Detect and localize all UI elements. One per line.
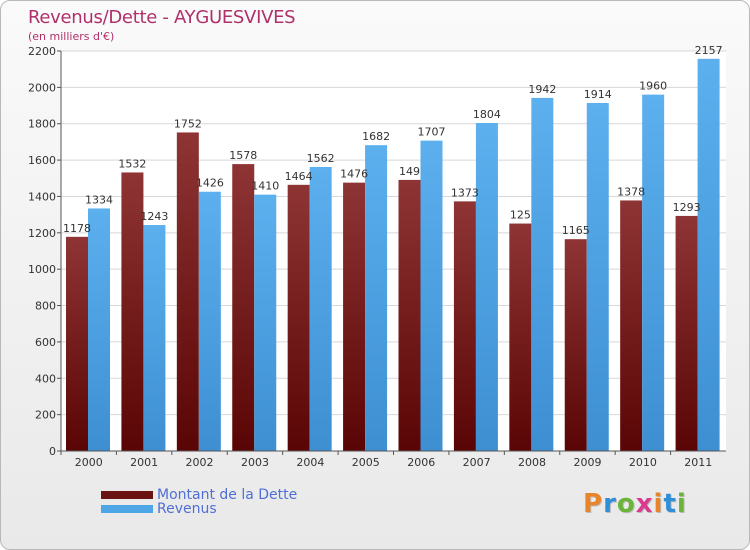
x-tick-label: 2000 <box>75 456 103 469</box>
y-tick-label: 0 <box>49 445 56 458</box>
bar-revenue <box>365 145 388 451</box>
bar-debt <box>287 184 310 451</box>
data-label-revenue: 1942 <box>528 83 556 96</box>
x-tick-label: 2003 <box>241 456 269 469</box>
bar-revenue <box>420 140 443 452</box>
x-tick-label: 2011 <box>684 456 712 469</box>
data-label-debt: 1752 <box>174 117 202 130</box>
data-label-debt: 1532 <box>118 157 146 170</box>
bar-revenue <box>642 94 665 452</box>
bar-debt <box>343 182 366 452</box>
bar-revenue <box>198 191 221 451</box>
bar-revenue <box>586 103 609 451</box>
y-tick-label: 1800 <box>28 118 56 131</box>
legend-item-debt: Montant de la Dette <box>101 487 297 503</box>
legend-label-revenue: Revenus <box>157 501 217 517</box>
y-tick-label: 1600 <box>28 154 56 167</box>
data-label-revenue: 1562 <box>307 152 335 165</box>
x-tick-label: 2006 <box>407 456 435 469</box>
y-tick-label: 600 <box>35 336 56 349</box>
bar-revenue <box>88 208 110 451</box>
data-label-revenue: 1334 <box>85 193 113 206</box>
chart-subtitle: (en milliers d'€) <box>28 30 115 43</box>
y-tick-label: 1200 <box>28 227 56 240</box>
bar-debt <box>121 172 144 452</box>
x-tick-label: 2007 <box>463 456 491 469</box>
bar-revenue <box>697 58 720 452</box>
bar-revenue <box>475 123 498 451</box>
data-label-debt: 1293 <box>673 201 701 214</box>
bars <box>66 58 720 452</box>
x-tick-label: 2001 <box>130 456 158 469</box>
data-label-revenue: 1410 <box>251 180 279 193</box>
bar-debt <box>675 215 698 451</box>
y-tick-label: 200 <box>35 409 56 422</box>
data-label-revenue: 1914 <box>584 88 612 101</box>
legend-item-revenue: Revenus <box>101 501 217 517</box>
data-label-debt: 1476 <box>340 168 368 181</box>
data-label-debt: 125 <box>510 209 531 222</box>
x-tick-label: 2009 <box>573 456 601 469</box>
x-tick-label: 2008 <box>518 456 546 469</box>
legend-label-debt: Montant de la Dette <box>157 487 298 503</box>
bar-revenue <box>143 225 166 451</box>
bar-debt <box>176 132 199 452</box>
legend-swatch-debt <box>101 491 153 499</box>
bar-debt <box>66 236 88 451</box>
data-label-debt: 149 <box>399 165 420 178</box>
y-tick-label: 2200 <box>28 45 56 58</box>
data-label-debt: 1378 <box>617 185 645 198</box>
bar-revenue <box>254 194 277 452</box>
data-labels: 1178 1334 1532 1243 1752 1426 1578 1410 1464 1562… <box>63 44 723 237</box>
axes: 0 200 400 600 800 1000 1200 1400 1600 1800 2000 220… <box>28 45 726 469</box>
data-label-debt: 1464 <box>285 170 313 183</box>
chart-title: Revenus/Dette - AYGUESVIVES <box>28 7 296 28</box>
x-tick-label: 2010 <box>629 456 657 469</box>
bar-debt <box>620 200 643 451</box>
x-tick-label: 2004 <box>296 456 324 469</box>
bar-debt <box>564 239 587 451</box>
bar-debt <box>398 179 421 451</box>
data-label-revenue: 1960 <box>639 80 667 93</box>
data-label-debt: 1178 <box>63 222 91 235</box>
data-label-revenue: 1426 <box>196 177 224 190</box>
data-label-revenue: 1707 <box>418 126 446 139</box>
legend-swatch-revenue <box>101 505 153 513</box>
bar-debt <box>509 223 532 451</box>
data-label-debt: 1165 <box>562 224 590 237</box>
y-tick-label: 1000 <box>28 263 56 276</box>
y-tick-label: 1400 <box>28 190 56 203</box>
bar-revenue <box>309 167 332 451</box>
x-tick-label: 2002 <box>186 456 214 469</box>
proxiti-logo: Proxiti <box>583 489 687 519</box>
y-tick-label: 2000 <box>28 81 56 94</box>
bar-debt <box>453 201 476 451</box>
data-label-debt: 1373 <box>451 186 479 199</box>
plot-area <box>61 51 726 451</box>
bar-debt <box>232 164 255 451</box>
bar-revenue <box>531 97 554 451</box>
y-tick-label: 400 <box>35 372 56 385</box>
data-label-revenue: 1243 <box>140 210 168 223</box>
x-tick-label: 2005 <box>352 456 380 469</box>
data-label-revenue: 1804 <box>473 108 501 121</box>
y-tick-label: 800 <box>35 300 56 313</box>
gridlines <box>61 50 726 452</box>
data-label-debt: 1578 <box>229 149 257 162</box>
data-label-revenue: 1682 <box>362 130 390 143</box>
data-label-revenue: 2157 <box>695 44 723 57</box>
